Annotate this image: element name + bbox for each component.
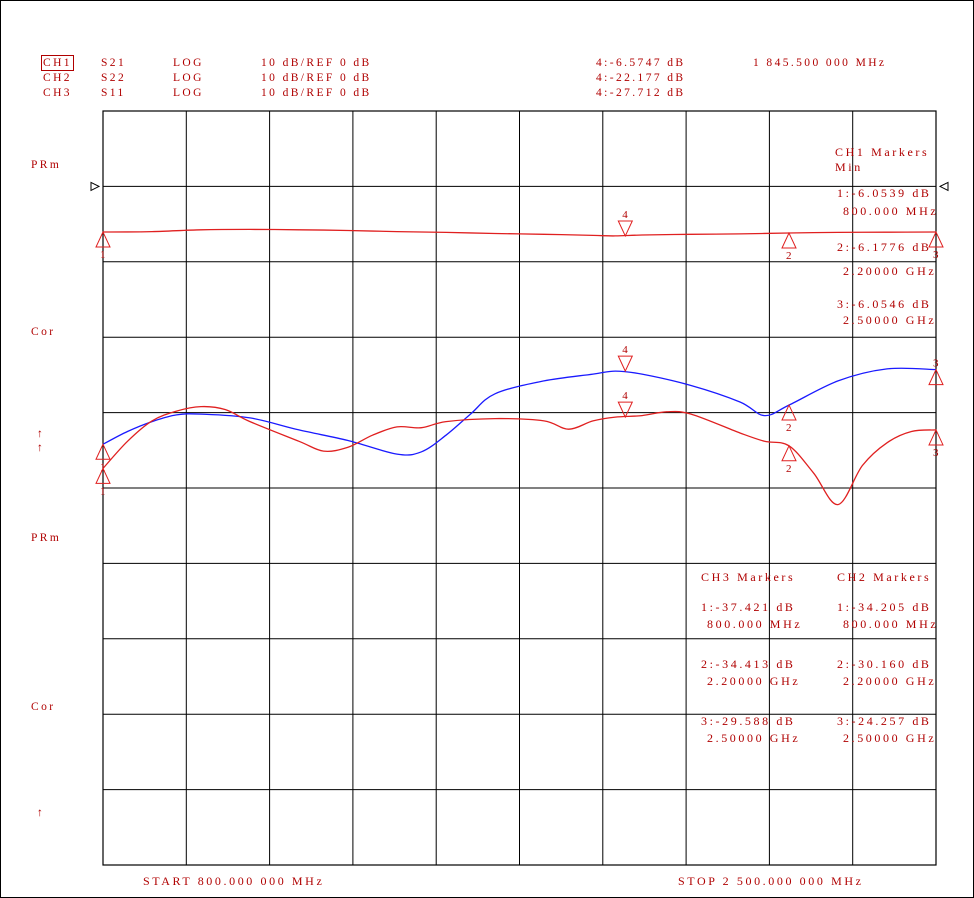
header-ch1-scale: 10 dB/REF 0 dB [261, 57, 372, 69]
header-ch1-marker: 4:-6.5747 dB [596, 57, 686, 69]
trace-ch3 [102, 405, 937, 506]
marker-ch3-2-icon [781, 444, 797, 462]
marker-ch2-2-icon [781, 403, 797, 421]
side-label-arrow-lower: ↑ [37, 807, 46, 819]
header-ch3-marker: 4:-27.712 dB [596, 87, 686, 99]
ch3-marker-2-freq: 2.20000 GHz [707, 674, 801, 688]
marker-ch1-4-icon-label: 4 [622, 209, 628, 221]
marker-ch3-1-icon [95, 467, 111, 484]
ch1-markers-title: CH1 Markers [835, 145, 930, 159]
marker-ch1-4-icon [617, 220, 634, 238]
side-label-arrows-upper: ↑ ↑ [37, 428, 46, 454]
header-ch1-label[interactable]: CH1 [41, 55, 74, 71]
marker-ch3-3-icon-label: 3 [933, 447, 939, 459]
marker-ch3-1-icon-label: 1 [100, 485, 106, 497]
header-ch2-label[interactable]: CH2 [43, 72, 72, 84]
ch1-markers-sub: Min [835, 160, 863, 174]
ch3-markers-title: CH3 Markers [701, 570, 796, 584]
marker-ch3-4-icon [617, 401, 634, 419]
ch2-marker-2-freq: 2.20000 GHz [843, 674, 937, 688]
ch1-marker-3-freq: 2.50000 GHz [843, 313, 937, 327]
ch3-marker-1-freq: 800.000 MHz [707, 617, 803, 631]
marker-ch1-1-icon [95, 230, 111, 248]
marker-ch2-1-icon [95, 443, 111, 460]
trace-ch2 [102, 367, 937, 456]
ch2-marker-1-freq: 800.000 MHz [843, 617, 939, 631]
ref-arrow-right-icon [938, 181, 949, 192]
header-ch1-format: LOG [173, 57, 204, 69]
side-label-prm-lower: PRm [31, 532, 62, 544]
header-ch2-marker: 4:-22.177 dB [596, 72, 686, 84]
marker-ch2-1-icon-label: 1 [100, 461, 106, 473]
header-ch2-format: LOG [173, 72, 204, 84]
side-label-cor-upper: Cor [31, 326, 56, 338]
header-ch2-param: S22 [101, 72, 127, 84]
sweep-start-label: START 800.000 000 MHz [143, 874, 325, 888]
side-label-prm-upper: PRm [31, 159, 62, 171]
marker-ch2-4-icon [617, 355, 634, 373]
header-ch2-scale: 10 dB/REF 0 dB [261, 72, 372, 84]
marker-ch1-3-icon-label: 3 [933, 249, 939, 261]
ch1-marker-2-freq: 2.20000 GHz [843, 264, 937, 278]
marker-ch1-3-icon [928, 230, 944, 248]
ch2-marker-3-freq: 2.50000 GHz [843, 731, 937, 745]
ch2-marker-2-value: 2:-30.160 dB [837, 657, 932, 671]
ref-arrow-left-icon [90, 181, 101, 192]
marker-ch3-4-icon-label: 4 [622, 390, 628, 402]
header-ch3-scale: 10 dB/REF 0 dB [261, 87, 372, 99]
header-ch3-label[interactable]: CH3 [43, 87, 72, 99]
ch1-marker-2-value: 2:-6.1776 dB [837, 240, 932, 254]
header-ch3-param: S11 [101, 87, 126, 99]
marker-ch3-2-icon-label: 2 [786, 463, 792, 475]
ch3-marker-3-value: 3:-29.588 dB [701, 714, 796, 728]
marker-ch1-2-icon-label: 2 [786, 250, 792, 262]
ch3-marker-2-value: 2:-34.413 dB [701, 657, 796, 671]
ch2-markers-title: CH2 Markers [837, 570, 932, 584]
side-label-cor-lower: Cor [31, 701, 56, 713]
header-ch3-format: LOG [173, 87, 204, 99]
ch1-marker-3-value: 3:-6.0546 dB [837, 297, 932, 311]
ch1-marker-1-value: 1:-6.0539 dB [837, 186, 932, 200]
header-ch1-param: S21 [101, 57, 127, 69]
marker-ch2-3-icon [928, 368, 944, 386]
ch2-marker-3-value: 3:-24.257 dB [837, 714, 932, 728]
marker-ch2-2-icon-label: 2 [786, 422, 792, 434]
ch2-marker-1-value: 1:-34.205 dB [837, 600, 932, 614]
marker-ch2-4-icon-label: 4 [622, 344, 628, 356]
marker-ch3-3-icon [928, 428, 944, 446]
marker-ch1-1-icon-label: 1 [100, 249, 106, 261]
ch3-marker-3-freq: 2.50000 GHz [707, 731, 801, 745]
marker-ch2-3-icon-label: 3 [933, 358, 939, 370]
ch1-marker-1-freq: 800.000 MHz [843, 204, 939, 218]
marker-ch1-2-icon [781, 231, 797, 249]
ch3-marker-1-value: 1:-37.421 dB [701, 600, 796, 614]
sweep-stop-label: STOP 2 500.000 000 MHz [678, 874, 864, 888]
header-ch1-freq: 1 845.500 000 MHz [753, 57, 887, 69]
